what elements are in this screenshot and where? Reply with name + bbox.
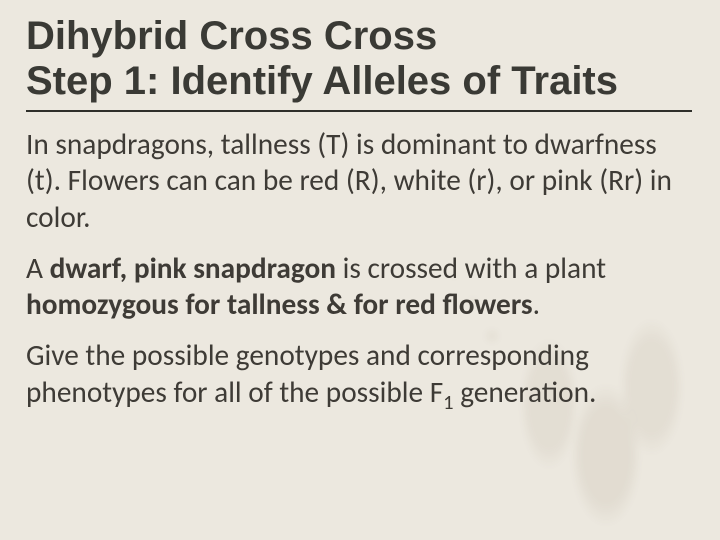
p2-run-0: A [26, 250, 50, 286]
slide-title: Dihybrid Cross Cross Step 1: Identify Al… [26, 14, 692, 112]
p3-run-1: generation. [454, 374, 597, 410]
title-line-2: Step 1: Identify Alleles of Traits [26, 59, 618, 103]
paragraph-1: In snapdragons, tallness (T) is dominant… [26, 126, 692, 236]
title-line-1: Dihybrid Cross Cross [26, 14, 437, 58]
slide-body: In snapdragons, tallness (T) is dominant… [26, 126, 692, 411]
p2-run-2: is crossed with a plant [336, 250, 606, 286]
p3-subscript: 1 [443, 388, 453, 414]
paragraph-2: A dwarf, pink snapdragon is crossed with… [26, 250, 692, 323]
slide-container: Dihybrid Cross Cross Step 1: Identify Al… [0, 0, 720, 540]
p2-run-4: . [533, 286, 540, 322]
p2-bold-3: homozygous for tallness & for red flower… [26, 286, 533, 322]
p2-bold-1: dwarf, pink snapdragon [50, 250, 336, 286]
paragraph-3: Give the possible genotypes and correspo… [26, 337, 692, 410]
